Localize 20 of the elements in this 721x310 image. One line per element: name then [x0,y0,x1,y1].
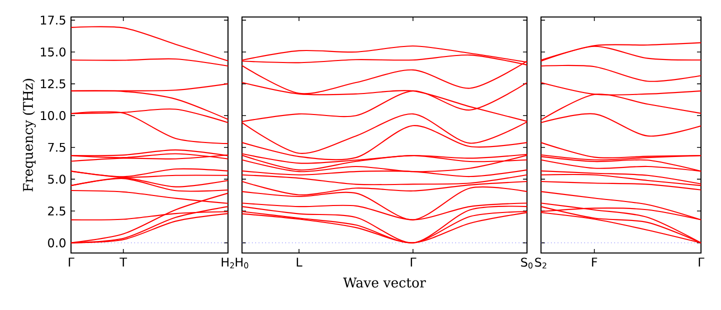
y-tick-label: 17.5 [40,16,66,25]
x-tick-label: H$_{2}$ [222,258,234,268]
x-tick-label: Γ [410,258,416,266]
x-tick-label: S$_{0}$ [521,258,532,269]
y-tick-label: 12.5 [40,79,66,88]
x-tick-label: T [120,258,128,266]
x-tick-label: S$_{2}$ [535,258,546,268]
x-tick-label: Γ [68,258,74,266]
x-tick-label: Γ [698,258,704,266]
x-axis-title: Wave vector [343,278,426,288]
x-tick-label: L [296,258,302,266]
y-tick-label: 10.0 [40,111,66,120]
y-tick-label: 7.5 [48,142,66,152]
y-tick-label: 5.0 [48,174,66,184]
x-tick-label: H$_{0}$ [236,258,248,268]
x-tick-label: F [592,258,598,266]
y-tick-label: 2.5 [48,206,66,216]
y-axis-title: Frequency (THz) [22,78,36,192]
y-tick-label: 0.0 [48,238,66,248]
y-tick-label: 15.0 [40,47,66,57]
